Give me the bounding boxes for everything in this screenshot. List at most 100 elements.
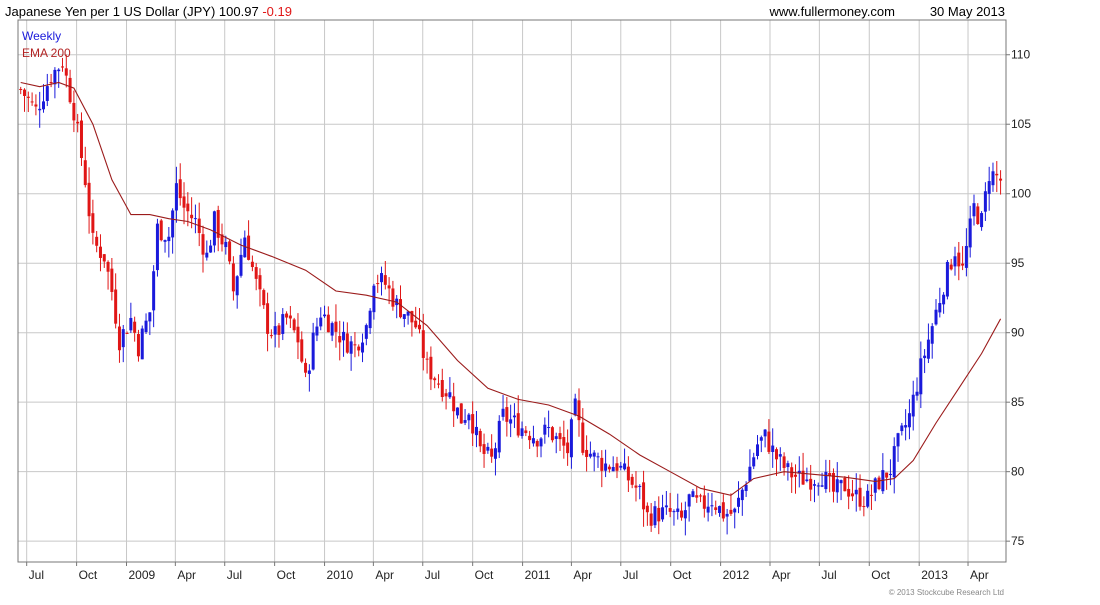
candle-body [380, 273, 384, 283]
x-tick-label: Apr [772, 568, 791, 582]
candle-body [649, 513, 653, 526]
candle-body [604, 463, 608, 471]
candle-body [125, 332, 129, 334]
candle-body [839, 480, 843, 484]
candle-body [512, 415, 516, 418]
candle-body [638, 485, 642, 487]
candle-body [269, 335, 273, 337]
candle-body [843, 477, 847, 492]
candle-body [596, 456, 600, 458]
candle-body [710, 505, 714, 507]
chart-date: 30 May 2013 [930, 4, 1005, 19]
candle-body [372, 285, 376, 313]
chart-title: Japanese Yen per 1 US Dollar (JPY) 100.9… [5, 4, 292, 19]
candle-body [87, 182, 91, 217]
candle-body [547, 427, 551, 429]
candle-body [554, 436, 558, 439]
candle-body [714, 507, 718, 510]
candle-body [19, 88, 23, 90]
candle-body [300, 339, 304, 362]
candle-body [687, 494, 691, 507]
candle-body [835, 479, 839, 493]
candle-body [531, 438, 535, 444]
plot-frame [17, 19, 1007, 563]
candle-body [258, 275, 262, 290]
candle-body [326, 314, 330, 333]
candle-body [691, 491, 695, 497]
candle-body [964, 245, 968, 268]
candle-body [752, 457, 756, 467]
candle-body [471, 414, 475, 434]
candle-body [319, 317, 323, 327]
x-tick-label: Apr [375, 568, 394, 582]
candle-body [288, 315, 292, 319]
candle-body [501, 408, 505, 417]
candle-body [607, 466, 611, 470]
candle-body [292, 319, 296, 331]
candle-body [588, 453, 592, 457]
candle-body [486, 446, 490, 451]
candle-body [699, 495, 703, 497]
candle-body [961, 263, 965, 266]
candle-body [239, 254, 243, 276]
candle-body [368, 310, 372, 329]
candle-body [812, 484, 816, 486]
candle-body [756, 444, 760, 456]
legend-ema-200: EMA 200 [22, 46, 71, 60]
candle-body [205, 252, 209, 258]
candle-body [490, 448, 494, 457]
candle-body [923, 355, 927, 359]
candle-body [387, 285, 391, 289]
candle-body [824, 471, 828, 490]
candle-body [136, 334, 140, 357]
candle-body [76, 121, 80, 124]
candle-body [266, 303, 270, 334]
candle-body [619, 465, 623, 468]
candle-body [186, 203, 190, 212]
candle-body [520, 428, 524, 436]
candle-body [209, 245, 213, 253]
candle-body [611, 466, 615, 472]
candle-body [528, 435, 532, 441]
candle-body [399, 299, 403, 318]
candle-body [140, 328, 144, 360]
candle-body [129, 317, 133, 331]
candle-body [558, 433, 562, 440]
source-url[interactable]: www.fullermoney.com [769, 4, 895, 19]
candle-body [892, 446, 896, 478]
candle-body [915, 391, 919, 396]
candle-body [361, 342, 365, 353]
candle-body [767, 431, 771, 452]
candle-body [201, 234, 205, 255]
candle-body [493, 448, 497, 459]
candle-body [182, 196, 186, 208]
candle-body [847, 488, 851, 497]
candle-body [220, 234, 224, 245]
candle-body [626, 466, 630, 481]
candle-body [68, 77, 72, 103]
x-tick-label: Oct [871, 568, 890, 582]
candle-body [38, 108, 42, 111]
candlestick-series [19, 54, 1003, 536]
candle-body [436, 383, 440, 385]
candle-body [740, 489, 744, 501]
candle-body [615, 463, 619, 471]
candle-body [45, 86, 49, 101]
candle-body [782, 456, 786, 468]
x-tick-label: Jul [227, 568, 242, 582]
last-value: 100.97 [219, 4, 259, 19]
candle-body [402, 314, 406, 319]
candle-body [235, 276, 239, 296]
candle-body [304, 362, 308, 373]
candle-body [376, 283, 380, 285]
candle-body [778, 454, 782, 457]
candle-body [550, 427, 554, 441]
candle-body [391, 288, 395, 307]
candle-body [729, 509, 733, 514]
candle-body [600, 457, 604, 471]
candle-body [866, 490, 870, 507]
candle-body [733, 508, 737, 513]
grid-lines [18, 20, 1006, 562]
candle-body [516, 413, 520, 436]
